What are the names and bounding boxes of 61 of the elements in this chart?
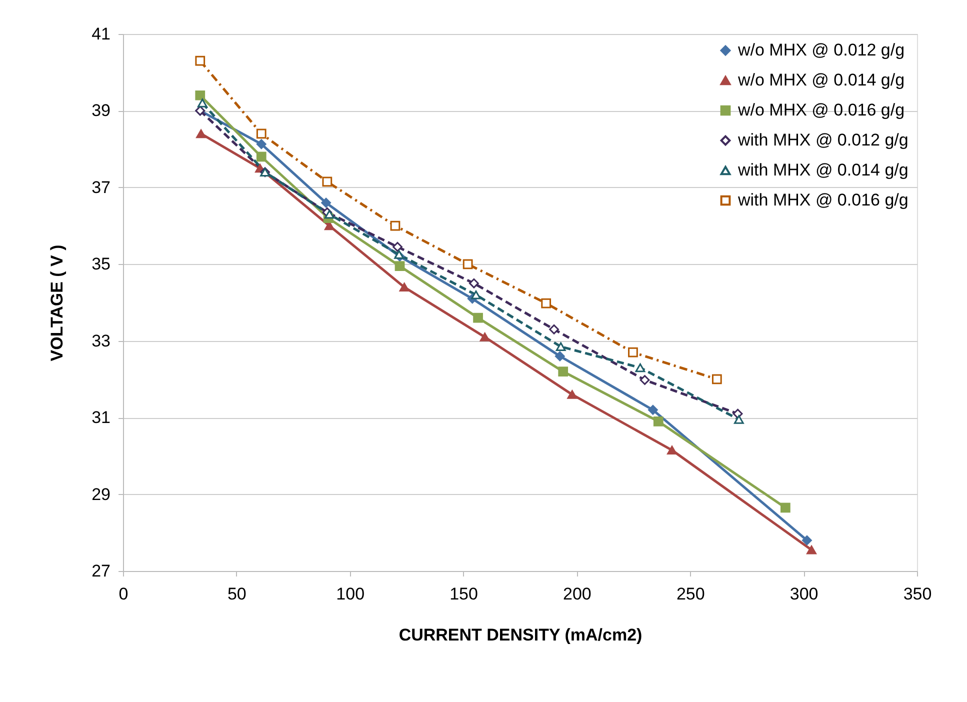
point: [734, 415, 744, 424]
point: [462, 259, 473, 270]
point: [628, 347, 638, 358]
x-tick-label: 50: [227, 584, 246, 604]
x-axis-title: CURRENT DENSITY (mA/cm2): [398, 626, 642, 644]
point: [195, 90, 206, 100]
point: [541, 298, 552, 308]
point: [549, 324, 559, 334]
x-tick-label: 0: [118, 584, 128, 604]
point: [392, 242, 402, 252]
point: [556, 342, 566, 351]
point: [321, 198, 331, 208]
y-tick-label: 27: [92, 562, 110, 580]
y-tick-label: 37: [92, 178, 110, 197]
legend-label: w/o MHX @ 0.016 g/g: [737, 100, 905, 120]
legend-label: with MHX @ 0.016 g/g: [737, 190, 908, 210]
point: [653, 416, 664, 426]
point: [471, 290, 481, 300]
y-tick-label: 35: [92, 254, 110, 274]
x-tick-label: 350: [903, 584, 932, 604]
point: [196, 129, 206, 138]
x-tick-label: 200: [563, 584, 592, 604]
point: [635, 363, 646, 372]
point: [256, 128, 266, 139]
point: [322, 176, 332, 187]
point: [394, 250, 404, 259]
legend-label: w/o MHX @ 0.014 g/g: [737, 70, 905, 90]
point: [394, 261, 405, 271]
x-tick-label: 100: [336, 584, 365, 604]
legend-label: with MHX @ 0.014 g/g: [737, 160, 908, 180]
point: [567, 390, 578, 399]
point: [640, 375, 650, 385]
point: [558, 366, 568, 376]
y-tick-label: 33: [92, 331, 110, 350]
point: [195, 56, 206, 66]
point: [390, 220, 400, 231]
y-tick-label: 29: [92, 484, 110, 504]
legend-label: w/o MHX @ 0.012 g/g: [737, 40, 905, 60]
point: [399, 282, 410, 292]
y-tick-label: 31: [92, 408, 110, 428]
point: [324, 210, 334, 219]
point: [648, 404, 658, 415]
point: [469, 278, 479, 288]
y-axis-title: VOLTAGE ( V ): [48, 244, 67, 362]
y-tick-label: 41: [92, 24, 110, 44]
point: [802, 535, 812, 546]
point: [712, 374, 722, 384]
point: [197, 98, 208, 108]
x-tick-label: 150: [450, 584, 478, 604]
point: [256, 152, 266, 162]
point: [473, 312, 483, 323]
point: [667, 446, 677, 455]
x-tick-label: 250: [676, 584, 705, 604]
point: [780, 502, 790, 513]
legend-label: with MHX @ 0.012 g/g: [737, 130, 908, 150]
point: [806, 546, 816, 554]
y-tick-label: 39: [92, 101, 110, 120]
x-tick-label: 300: [790, 584, 818, 604]
point: [256, 139, 266, 150]
point: [554, 351, 565, 362]
point: [480, 332, 490, 342]
